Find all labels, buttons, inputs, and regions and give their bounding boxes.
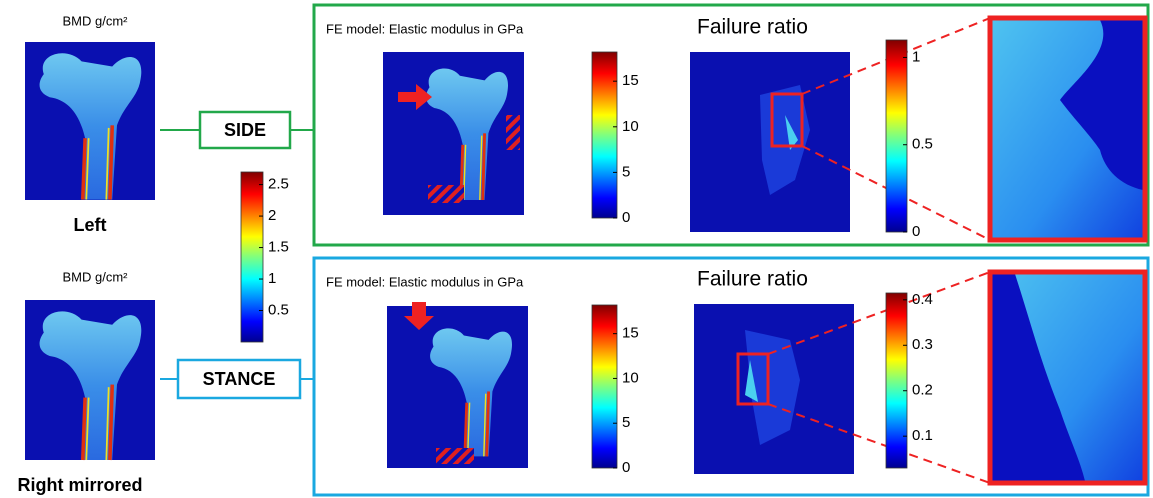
bmd-label: BMD g/cm² [63,269,129,284]
boundary [436,448,474,464]
colorbar [592,305,617,468]
caption: Left [74,215,107,235]
colorbar-tick-label: 1 [268,270,276,287]
condition: SIDE [224,120,266,140]
failure-title: Failure ratio [697,268,808,291]
boundary [506,115,520,150]
colorbar-tick-label: 0 [622,459,630,476]
fe-title: FE model: Elastic modulus in GPa [326,274,524,289]
fe-image [387,306,528,468]
figure: BMD g/cm² Left BMD g/cm² Right mirrored … [0,0,1153,498]
colorbar-tick-label: 10 [622,118,639,135]
colorbar-tick-label: 0.1 [912,427,933,444]
colorbar-tick-label: 2 [268,207,276,224]
colorbar-tick-label: 15 [622,72,639,89]
bmd-label: BMD g/cm² [63,13,129,28]
fe-title: FE model: Elastic modulus in GPa [326,21,524,36]
colorbar-tick-label: 5 [622,163,630,180]
colorbar-tick-label: 0.4 [912,291,933,308]
colorbar-tick-label: 0.3 [912,336,933,353]
colorbar-tick-label: 15 [622,325,639,342]
colorbar [241,172,263,342]
colorbar-tick-label: 0.5 [268,301,289,318]
colorbar-tick-label: 0.5 [912,136,933,153]
failure-title: Failure ratio [697,16,808,39]
colorbar-tick-label: 2.5 [268,176,289,193]
colorbar-tick-label: 0 [622,209,630,226]
colorbar [886,293,907,468]
colorbar-tick-label: 1 [912,48,920,65]
colorbar-tick-label: 1.5 [268,239,289,256]
colorbar [592,52,617,218]
caption: Right mirrored [17,475,142,495]
colorbar-tick-label: 0 [912,223,920,240]
colorbar [886,40,907,232]
colorbar-tick-label: 10 [622,369,639,386]
boundary [428,185,464,203]
colorbar-tick-label: 0.2 [912,382,933,399]
condition: STANCE [203,369,276,389]
colorbar-tick-label: 5 [622,414,630,431]
